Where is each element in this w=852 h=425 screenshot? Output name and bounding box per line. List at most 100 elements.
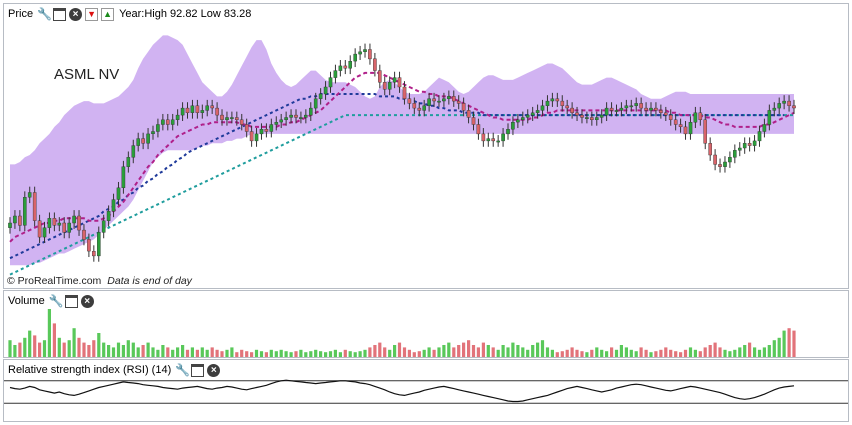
candle-body [392,77,397,83]
volume-bar [348,351,352,357]
volume-bar [708,345,712,357]
candle-body [249,131,254,142]
candle-body [323,86,328,95]
volume-bar [13,345,17,357]
volume-bar [545,347,550,357]
close-icon[interactable]: × [207,363,221,377]
volume-bar [467,340,471,357]
volume-bar [176,347,180,357]
candle-body [358,51,362,55]
volume-bar [624,347,628,357]
candle-body [427,98,431,106]
volume-bar [526,349,530,357]
volume-bar [102,342,106,357]
volume-bar [62,342,66,357]
volume-bar [388,349,392,357]
volume-bar [72,328,76,357]
arrow-up-icon[interactable]: ▲ [101,7,115,21]
candle-body [762,124,767,132]
candle-body [432,98,436,102]
volume-bar [565,349,569,357]
volume-bar [131,342,135,357]
arrow-down-icon[interactable]: ▼ [85,7,99,21]
window-icon[interactable] [53,7,67,21]
candle-body [565,105,569,109]
candle-body [560,100,565,106]
candle-body [649,107,653,111]
candle-body [525,114,530,118]
volume-bar [397,342,402,357]
candle-body [654,107,658,111]
volume-bar [304,352,308,357]
candle-body [87,239,91,252]
candle-body [116,187,121,200]
volume-bar [683,349,688,357]
candle-body [165,119,170,125]
candle-body [629,105,634,108]
candle-body [747,143,752,146]
candle-body [259,128,264,135]
volume-bar [757,349,762,357]
window-icon[interactable] [64,294,78,308]
volume-bar [792,330,796,357]
volume-bar [190,347,194,357]
candle-body [67,222,71,233]
candle-body [733,150,737,158]
volume-bar [511,342,515,357]
candle-body [210,105,215,109]
volume-bar [373,345,377,357]
candle-body [96,232,101,257]
close-icon[interactable]: × [69,7,83,21]
candle-body [614,110,619,112]
volume-bar [476,347,480,357]
candle-body [136,138,141,146]
volume-bar [649,352,653,357]
volume-bar [279,349,283,357]
candle-body [742,143,747,149]
volume-bar [481,342,485,357]
window-icon[interactable] [191,363,205,377]
candle-body [575,112,579,116]
candle-body [767,110,772,125]
candle-body [506,128,510,135]
wrench-icon[interactable]: 🔧 [175,362,191,377]
volume-bar [328,351,333,357]
wrench-icon[interactable]: 🔧 [37,6,53,21]
candle-body [683,126,688,135]
volume-bar [171,349,175,357]
price-chart[interactable] [4,4,849,289]
volume-bar [67,340,71,357]
candle-body [294,114,298,118]
candle-body [664,112,668,116]
candle-body [590,117,594,120]
price-panel-header: Price 🔧 × ▼ ▲ Year:High 92.82 Low 83.28 [8,6,251,22]
volume-bar [284,351,288,357]
data-note: Data is end of day [107,275,192,287]
wrench-icon[interactable]: 🔧 [48,293,64,308]
volume-chart[interactable] [4,291,849,358]
candle-body [353,53,358,62]
volume-bar [540,340,545,357]
candle-body [313,98,318,109]
price-panel: Price 🔧 × ▼ ▲ Year:High 92.82 Low 83.28 … [3,3,849,289]
volume-bar [28,330,32,357]
volume-bar [590,349,594,357]
rsi-chart[interactable] [4,360,849,422]
volume-bar [314,349,318,357]
candle-body [23,196,27,226]
candle-body [540,105,545,111]
volume-bar [151,347,155,357]
candle-body [378,70,382,83]
volume-bar [353,352,357,357]
volume-bar [787,328,791,357]
candle-body [18,215,22,226]
volume-bar [550,349,554,357]
rsi-panel: Relative strength index (RSI) (14) 🔧 × [3,359,849,422]
candle-body [713,154,717,165]
close-icon[interactable]: × [80,294,94,308]
candle-body [757,131,762,142]
candle-body [481,133,486,142]
candle-body [752,140,757,146]
candle-body [634,103,638,106]
candle-body [274,121,279,125]
